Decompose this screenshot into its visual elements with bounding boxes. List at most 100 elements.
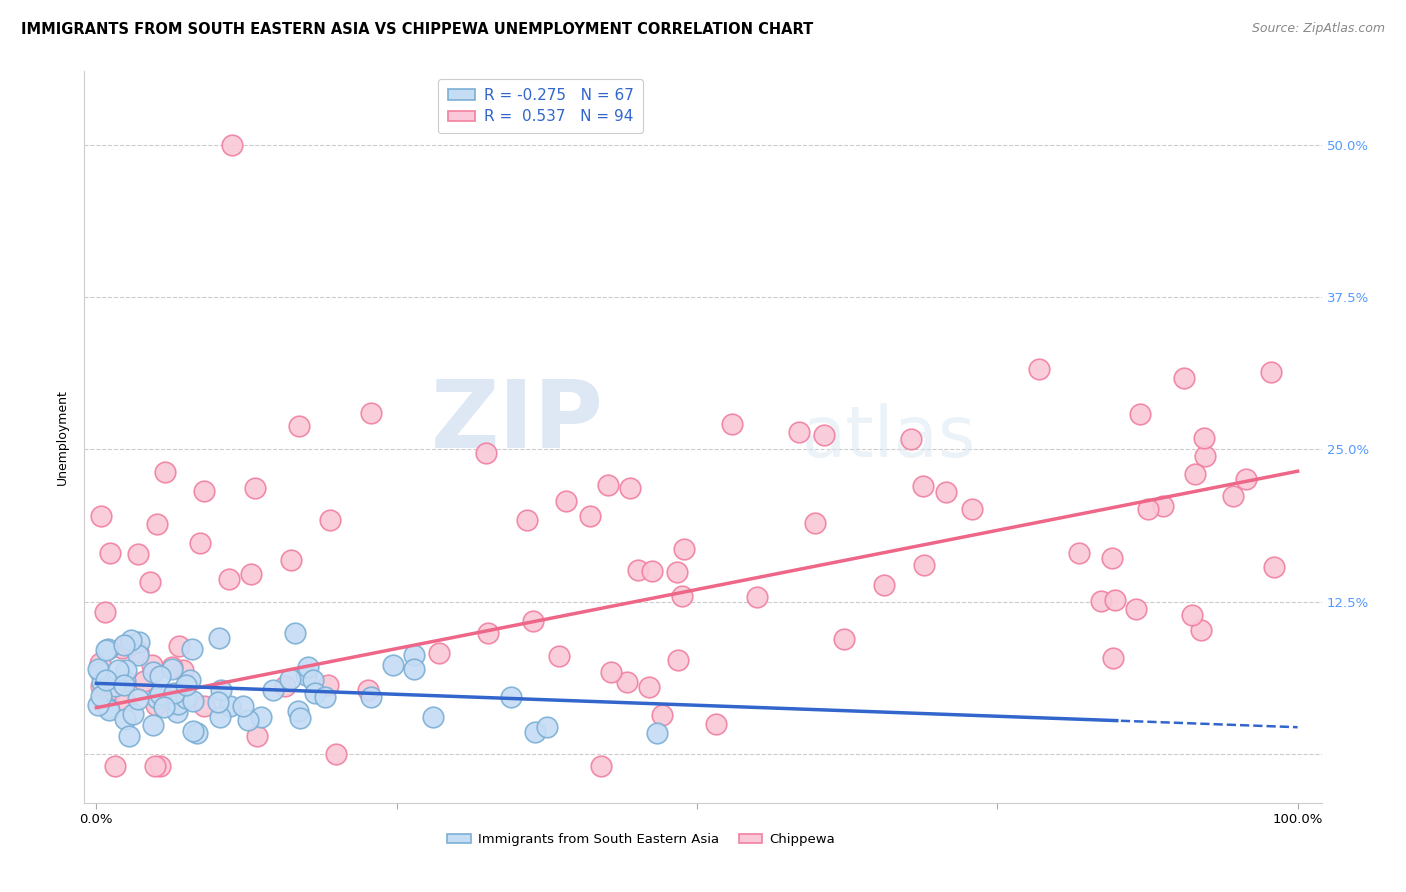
Point (960, 502, 983, 516)
Point (673, 542, 696, 557)
Point (208, 710, 231, 724)
Text: atlas: atlas (801, 402, 976, 472)
Point (91, 675, 114, 690)
Point (357, 683, 380, 698)
Point (221, 137, 243, 152)
Point (86, 662, 108, 676)
Point (97, 701, 120, 715)
Point (641, 564, 664, 578)
Text: Source: ZipAtlas.com: Source: ZipAtlas.com (1251, 22, 1385, 36)
Y-axis label: Unemployment: Unemployment (55, 389, 69, 485)
Point (935, 485, 957, 500)
Point (274, 679, 297, 693)
Point (163, 686, 186, 700)
Point (427, 646, 450, 660)
Point (167, 697, 190, 711)
Point (297, 660, 319, 674)
Point (89, 657, 111, 671)
Point (288, 418, 311, 433)
Point (1090, 594, 1112, 608)
Point (114, 673, 136, 688)
Point (1263, 560, 1285, 574)
Point (1222, 489, 1244, 503)
Point (704, 717, 727, 731)
Point (153, 465, 176, 479)
Point (112, 638, 135, 652)
Point (132, 673, 155, 688)
Point (86, 698, 108, 712)
Point (145, 759, 167, 773)
Point (208, 632, 231, 646)
Point (104, 679, 127, 693)
Point (111, 640, 134, 655)
Point (149, 688, 172, 702)
Text: ZIP: ZIP (432, 376, 605, 468)
Point (118, 638, 141, 652)
Point (325, 747, 347, 761)
Point (141, 657, 163, 672)
Point (360, 690, 382, 704)
Point (523, 724, 546, 739)
Point (287, 704, 309, 718)
Point (599, 665, 621, 680)
Point (1069, 546, 1091, 560)
Point (477, 626, 499, 640)
Point (250, 710, 273, 724)
Point (278, 672, 301, 686)
Point (832, 632, 855, 646)
Point (1181, 607, 1204, 622)
Point (475, 446, 498, 460)
Point (422, 710, 444, 724)
Point (288, 710, 311, 724)
Point (638, 681, 661, 695)
Point (1184, 467, 1206, 481)
Point (787, 425, 810, 439)
Point (120, 632, 142, 647)
Point (145, 698, 167, 713)
Point (1129, 407, 1152, 421)
Point (671, 590, 693, 604)
Point (98, 546, 121, 560)
Point (1194, 449, 1216, 463)
Point (127, 648, 149, 662)
Point (284, 626, 307, 640)
Point (616, 674, 638, 689)
Point (243, 481, 266, 495)
Point (167, 639, 190, 653)
Point (536, 721, 558, 735)
Point (114, 694, 136, 708)
Point (1189, 623, 1212, 637)
Point (627, 563, 650, 577)
Point (280, 552, 302, 566)
Point (97, 703, 120, 717)
Point (1152, 500, 1174, 514)
Point (139, 574, 162, 589)
Point (382, 658, 405, 673)
Point (127, 547, 149, 561)
Point (128, 634, 150, 648)
Point (193, 699, 215, 714)
Point (579, 509, 602, 524)
Point (619, 481, 641, 495)
Point (209, 682, 232, 697)
Point (122, 707, 145, 722)
Point (149, 669, 172, 683)
Point (1234, 472, 1257, 486)
Point (402, 661, 425, 675)
Point (1173, 371, 1195, 385)
Point (89, 665, 111, 679)
Point (596, 478, 619, 492)
Point (316, 678, 339, 692)
Point (912, 558, 935, 572)
Point (145, 516, 167, 531)
Point (666, 653, 689, 667)
Point (651, 708, 673, 723)
Point (174, 678, 197, 692)
Point (104, 759, 127, 773)
Point (1101, 550, 1123, 565)
Point (90, 689, 112, 703)
Point (499, 690, 522, 704)
Point (314, 690, 336, 705)
Point (516, 513, 538, 527)
Point (900, 432, 922, 446)
